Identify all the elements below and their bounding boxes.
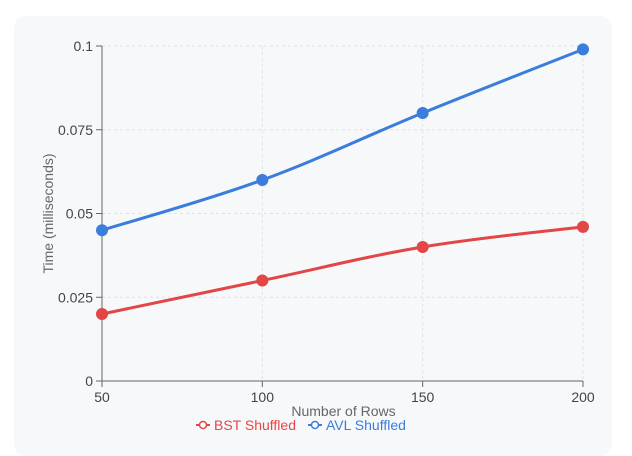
series xyxy=(96,43,589,320)
legend: BST Shuffled AVL Shuffled xyxy=(196,417,406,433)
legend-swatch-dot xyxy=(198,420,208,430)
x-tick-label: 50 xyxy=(94,389,110,405)
y-axis-title: Time (milliseconds) xyxy=(40,153,56,273)
series-line-avl-shuffled xyxy=(101,47,584,232)
data-point-bst-shuffled[interactable] xyxy=(256,274,269,287)
x-axis-title: Number of Rows xyxy=(291,403,395,419)
series-line-bst-shuffled xyxy=(101,225,584,316)
legend-item-bst-shuffled[interactable]: BST Shuffled xyxy=(196,417,296,433)
data-point-bst-shuffled[interactable] xyxy=(416,241,429,253)
y-tick-label: 0 xyxy=(85,373,93,389)
legend-swatch-dot xyxy=(310,420,320,430)
x-tick-labels: 50 100 150 200 xyxy=(94,381,595,405)
y-tick-labels: 0 0.025 0.05 0.075 0.1 xyxy=(58,38,102,389)
y-tick-label: 0.1 xyxy=(74,38,94,54)
legend-item-avl-shuffled[interactable]: AVL Shuffled xyxy=(307,417,406,433)
x-tick-label: 200 xyxy=(571,389,595,405)
grid xyxy=(102,45,584,381)
data-point-avl-shuffled[interactable] xyxy=(577,43,589,56)
y-tick-label: 0.025 xyxy=(58,289,93,305)
series-bst-shuffled xyxy=(96,220,589,320)
legend-label: AVL Shuffled xyxy=(326,417,406,433)
y-tick-label: 0.05 xyxy=(66,206,93,222)
data-point-bst-shuffled[interactable] xyxy=(577,220,589,233)
data-point-avl-shuffled[interactable] xyxy=(256,174,269,186)
x-tick-label: 100 xyxy=(251,389,275,405)
x-tick-label: 150 xyxy=(411,389,435,405)
y-tick-label: 0.075 xyxy=(58,122,93,138)
data-point-bst-shuffled[interactable] xyxy=(96,308,108,320)
data-point-avl-shuffled[interactable] xyxy=(416,107,429,119)
data-point-avl-shuffled[interactable] xyxy=(96,224,108,237)
legend-label: BST Shuffled xyxy=(214,417,296,433)
series-avl-shuffled xyxy=(96,43,589,237)
